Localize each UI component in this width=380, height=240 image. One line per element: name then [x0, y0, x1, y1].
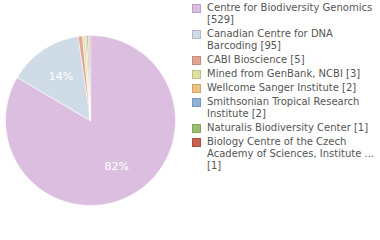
html-text:Mined from GenBank, NCBI [3]: Mined from GenBank, NCBI [3] [207, 68, 361, 79]
html-text:Centre for Biodiversity Genomi: Centre for Biodiversity Genomics [529] [207, 2, 373, 25]
html-text:Wellcome Sanger Institute [2]: Wellcome Sanger Institute [2] [207, 82, 357, 93]
svg-text:82%: 82% [105, 160, 129, 173]
html-text:Smithsonian Tropical Research: Smithsonian Tropical Research Institute … [207, 96, 360, 119]
svg-text:14%: 14% [49, 70, 73, 83]
html-text:Canadian Centre for DNA Barcod: Canadian Centre for DNA Barcoding [95] [207, 28, 333, 51]
html-text:Naturalis Biodiversity Center: Naturalis Biodiversity Center [1] [207, 122, 369, 133]
html-text:CABI Bioscience [5]: CABI Bioscience [5] [207, 54, 305, 65]
html-text:Biology Centre of the Czech Ac: Biology Centre of the Czech Academy of S… [207, 136, 374, 171]
